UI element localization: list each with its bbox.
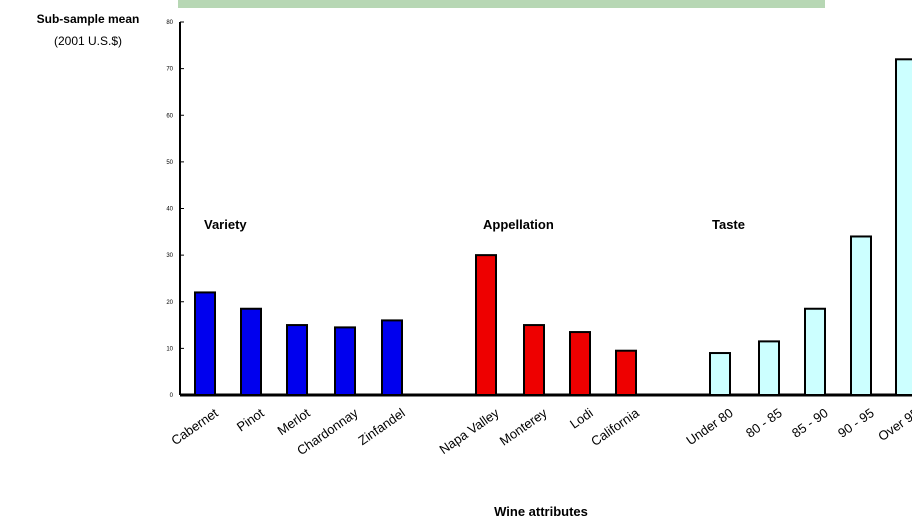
- y-axis-title-line1: Sub-sample mean: [37, 12, 140, 26]
- category-label: Lodi: [567, 405, 596, 431]
- bar-chardonnay: [334, 326, 356, 396]
- bar-zinfandel: [381, 319, 403, 396]
- group-label-variety: Variety: [204, 217, 247, 232]
- group-label-taste: Taste: [712, 217, 745, 232]
- x-axis-title: Wine attributes: [494, 504, 588, 519]
- y-axis-title-line2: (2001 U.S.$): [54, 34, 122, 48]
- category-label: Merlot: [275, 405, 314, 438]
- bar-over-95: [895, 58, 912, 397]
- category-label: Napa Valley: [436, 405, 502, 457]
- y-ticks: 0 10 20 30 40 50 60 70 80: [166, 20, 184, 399]
- y-tick-label: 20: [166, 300, 173, 306]
- category-label: 80 - 85: [743, 405, 785, 441]
- bar-lodi: [569, 331, 591, 396]
- category-label: Monterey: [497, 405, 550, 449]
- bar-pinot: [240, 307, 262, 396]
- y-tick-label: 50: [166, 160, 173, 166]
- bar-cabernet: [194, 291, 216, 396]
- bar-napa-valley: [475, 254, 497, 396]
- y-tick-label: 60: [166, 113, 173, 119]
- bar-85-90: [804, 307, 826, 396]
- bar-80-85: [758, 340, 780, 397]
- y-tick-label: 10: [166, 346, 173, 352]
- group-label-appellation: Appellation: [483, 217, 554, 232]
- top-banner: [178, 0, 825, 8]
- category-label: Over 95: [875, 405, 912, 444]
- y-tick-label: 40: [166, 207, 173, 213]
- category-label: 85 - 90: [789, 405, 831, 441]
- category-label: Zinfandel: [355, 405, 408, 448]
- category-label: Cabernet: [168, 405, 221, 448]
- bar-merlot: [286, 324, 308, 396]
- bars: [194, 58, 912, 397]
- category-label: Pinot: [234, 405, 267, 435]
- category-label: California: [588, 405, 642, 449]
- bar-90-95: [850, 235, 872, 396]
- y-tick-label: 30: [166, 253, 173, 259]
- y-tick-label: 70: [166, 67, 173, 73]
- y-tick-label: 80: [166, 20, 173, 26]
- bar-monterey: [523, 324, 545, 396]
- category-label: 90 - 95: [835, 405, 877, 441]
- bar-under-80: [709, 352, 731, 397]
- category-label: Under 80: [683, 405, 735, 448]
- group-labels: Variety Appellation Taste: [204, 217, 745, 232]
- y-tick-label: 0: [170, 393, 174, 399]
- bar-california: [615, 349, 637, 396]
